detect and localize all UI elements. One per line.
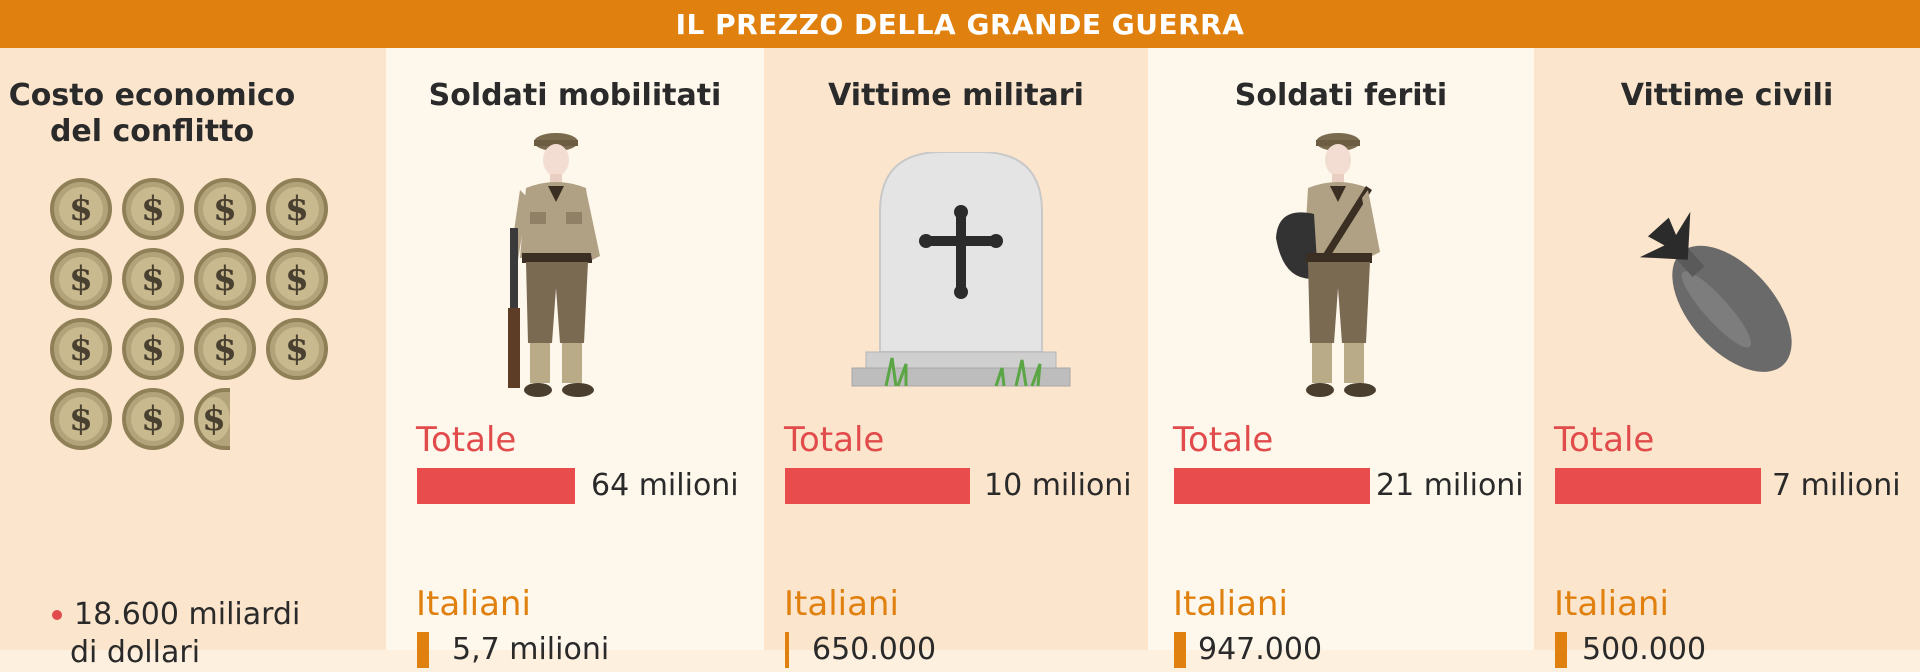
dollar-coin-icon: $ xyxy=(266,248,328,310)
bullet-icon xyxy=(52,610,62,620)
economic-cost-title: Costo economico del conflitto xyxy=(8,78,296,149)
page-title: IL PREZZO DELLA GRANDE GUERRA xyxy=(0,0,1920,48)
total-value: 21 milioni xyxy=(1376,468,1524,503)
dollar-coin-icon: $ xyxy=(194,248,256,310)
dollar-coin-icon: $ xyxy=(50,318,112,380)
dollar-coin-icon: $ xyxy=(194,388,230,450)
civilian-victims-column: Vittime civili Totale 7 milioni Italiani… xyxy=(1534,48,1920,668)
italian-label: Italiani xyxy=(416,584,531,624)
italian-value: 5,7 milioni xyxy=(452,632,610,667)
column-title: Soldati feriti xyxy=(1234,78,1448,113)
soldier-rifle-icon xyxy=(508,133,600,397)
economic-cost-column: Costo economico del conflitto $ $ $ $ $ $ $ $ $ $… xyxy=(0,48,386,670)
italian-label: Italiani xyxy=(1554,584,1669,624)
total-label: Totale xyxy=(416,420,517,460)
bomb-icon xyxy=(1639,211,1792,372)
dollar-coin-icon: $ xyxy=(122,178,184,240)
italian-value: 650.000 xyxy=(812,632,937,667)
total-value: 7 milioni xyxy=(1772,468,1901,503)
dollar-coin-icon: $ xyxy=(194,178,256,240)
total-label: Totale xyxy=(1554,420,1655,460)
italian-bar xyxy=(1555,632,1567,668)
total-label: Totale xyxy=(784,420,885,460)
total-bar xyxy=(785,468,970,504)
total-label: Totale xyxy=(1173,420,1274,460)
mobilized-soldiers-column: Soldati mobilitati Totale 64 milioni Ita… xyxy=(386,48,764,668)
italian-value: 500.000 xyxy=(1582,632,1707,667)
total-bar xyxy=(1555,468,1761,504)
total-bar xyxy=(417,468,575,504)
dollar-coin-icon: $ xyxy=(122,318,184,380)
economic-cost-unit: di dollari xyxy=(70,635,201,670)
dollar-coin-icon: $ xyxy=(50,388,112,450)
dollar-coin-icon: $ xyxy=(122,248,184,310)
dollar-coin-icon: $ xyxy=(122,388,184,450)
total-value: 64 milioni xyxy=(591,468,739,503)
italian-value: 947.000 xyxy=(1198,632,1323,667)
column-title: Soldati mobilitati xyxy=(428,78,722,113)
italian-bar xyxy=(1174,632,1186,668)
italian-label: Italiani xyxy=(784,584,899,624)
economic-cost-value: 18.600 miliardi di dollari xyxy=(52,596,300,672)
dollar-coin-icon: $ xyxy=(50,248,112,310)
wounded-soldier-icon xyxy=(1276,133,1380,397)
dollar-coin-icon: $ xyxy=(266,318,328,380)
italian-bar xyxy=(785,632,789,668)
military-victims-column: Vittime militari Totale 10 milioni Itali… xyxy=(764,48,1148,668)
dollar-coin-icon: $ xyxy=(266,178,328,240)
column-title: Vittime militari xyxy=(828,78,1084,113)
total-value: 10 milioni xyxy=(984,468,1132,503)
economic-cost-amount: 18.600 miliardi xyxy=(74,597,301,632)
column-title: Vittime civili xyxy=(1620,78,1834,113)
dollar-coin-icon: $ xyxy=(50,178,112,240)
italian-label: Italiani xyxy=(1173,584,1288,624)
italian-bar xyxy=(417,632,429,668)
wounded-soldiers-column: Soldati feriti Totale 21 milioni Italian… xyxy=(1148,48,1534,668)
total-bar xyxy=(1174,468,1370,504)
dollar-coin-icon: $ xyxy=(194,318,256,380)
gravestone-cross-icon xyxy=(851,152,1071,387)
